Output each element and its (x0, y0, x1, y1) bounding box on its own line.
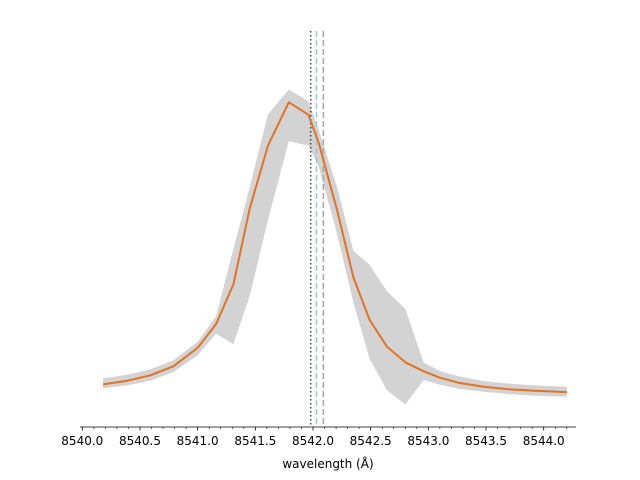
x-tick-label: 8543.5 (465, 434, 507, 448)
x-axis-ticks: 8540.0 8540.5 8541.0 8541.5 8542.0 8542.5 8543… (61, 427, 568, 448)
x-tick-label: 8542.5 (350, 434, 392, 448)
x-tick-label: 8540.0 (61, 434, 103, 448)
profile-line (102, 101, 567, 394)
x-axis-label: wavelength (Å) (282, 456, 373, 471)
x-tick-label: 8541.0 (177, 434, 219, 448)
x-tick-label: 8540.5 (119, 434, 161, 448)
uncertainty-band (103, 89, 567, 405)
x-tick-label: 8543.0 (407, 434, 449, 448)
x-tick-label: 8542.0 (292, 434, 334, 448)
x-tick-label: 8544.0 (523, 434, 565, 448)
reference-lines (309, 31, 325, 427)
x-tick-label: 8541.5 (234, 434, 276, 448)
